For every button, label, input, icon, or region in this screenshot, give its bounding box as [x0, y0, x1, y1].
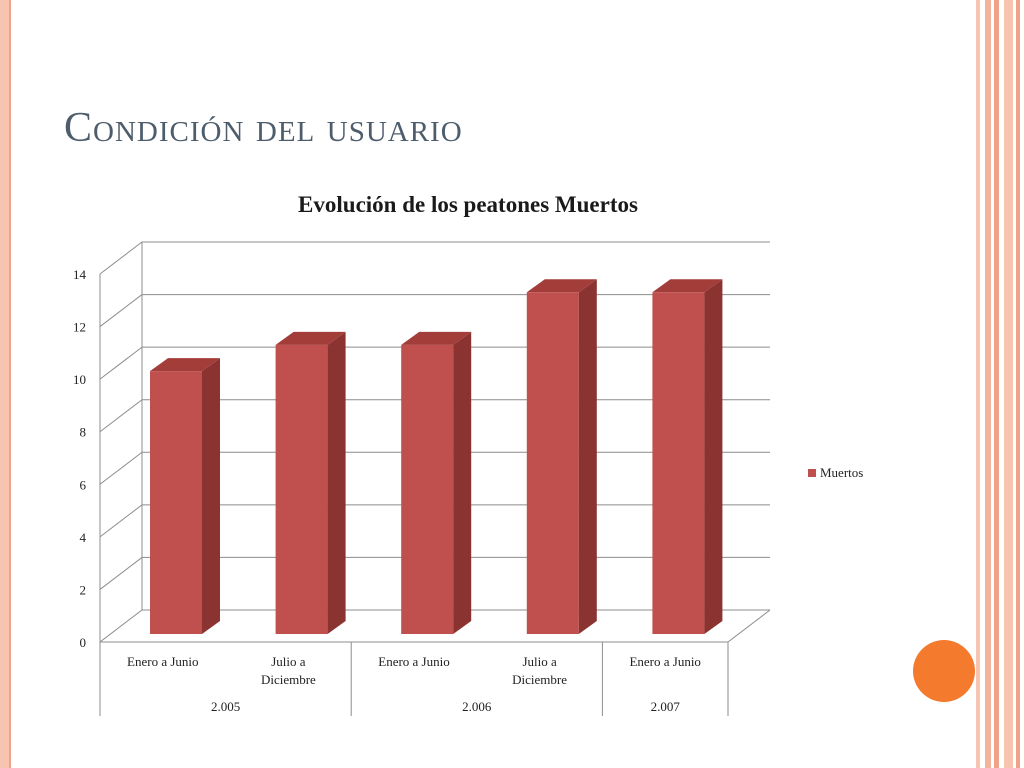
x-category-label: Enero a Junio: [629, 654, 700, 669]
decorative-orange-circle: [913, 640, 975, 702]
bar-top: [275, 331, 346, 345]
x-category-label: Enero a Junio: [378, 654, 449, 669]
y-tick-label: 6: [80, 477, 87, 492]
bar-front: [401, 344, 454, 634]
x-group-label: 2.005: [211, 699, 240, 714]
bar-side: [327, 331, 346, 634]
floor-right-edge: [727, 609, 771, 643]
slide-title: Condición del usuario: [64, 105, 463, 151]
y-tick-label: 4: [80, 530, 87, 545]
bar-front: [526, 292, 579, 634]
frame-left-line: [9, 0, 11, 768]
frame-left-border: [0, 0, 9, 768]
bar-front: [275, 344, 328, 634]
bar-top: [652, 279, 723, 293]
gridline-diagonal: [99, 504, 143, 538]
gridline-diagonal: [99, 346, 143, 380]
legend-label: Muertos: [820, 465, 864, 480]
frame-right-stripe-2: [985, 0, 991, 768]
gridline-diagonal: [99, 399, 143, 433]
gridline-diagonal: [99, 241, 143, 275]
legend-swatch: [808, 469, 816, 477]
y-tick-label: 12: [73, 320, 86, 335]
bar-side: [202, 358, 220, 634]
frame-right-stripe-4: [1004, 0, 1013, 768]
y-tick-label: 8: [80, 425, 87, 440]
bar-top: [150, 358, 220, 372]
gridline-diagonal: [99, 557, 143, 590]
bar-side: [578, 279, 597, 634]
bar-front: [652, 292, 705, 634]
chart-legend: Muertos: [808, 465, 863, 481]
x-category-label: Enero a Junio: [127, 654, 198, 669]
x-category-label: Julio a Diciembre: [261, 654, 316, 687]
gridline-diagonal: [99, 451, 143, 485]
x-group-label: 2.007: [651, 699, 681, 714]
gridline-diagonal: [99, 609, 143, 643]
y-tick-label: 0: [80, 635, 87, 650]
bar-side: [453, 331, 472, 634]
y-tick-label: 2: [80, 582, 87, 597]
chart-title: Evolución de los peatones Muertos: [298, 192, 638, 217]
y-tick-label: 14: [73, 267, 87, 282]
x-category-label: Julio a Diciembre: [512, 654, 567, 687]
frame-right-stripe-3: [994, 0, 999, 768]
bar-top: [401, 331, 472, 345]
x-group-label: 2.006: [462, 699, 492, 714]
bar-side: [704, 279, 723, 634]
bar-top: [526, 279, 597, 293]
y-tick-label: 10: [73, 372, 86, 387]
frame-right-stripe-5: [1016, 0, 1020, 768]
frame-right-stripe-1: [976, 0, 980, 768]
bar-front: [150, 371, 202, 634]
gridline-diagonal: [99, 294, 143, 327]
